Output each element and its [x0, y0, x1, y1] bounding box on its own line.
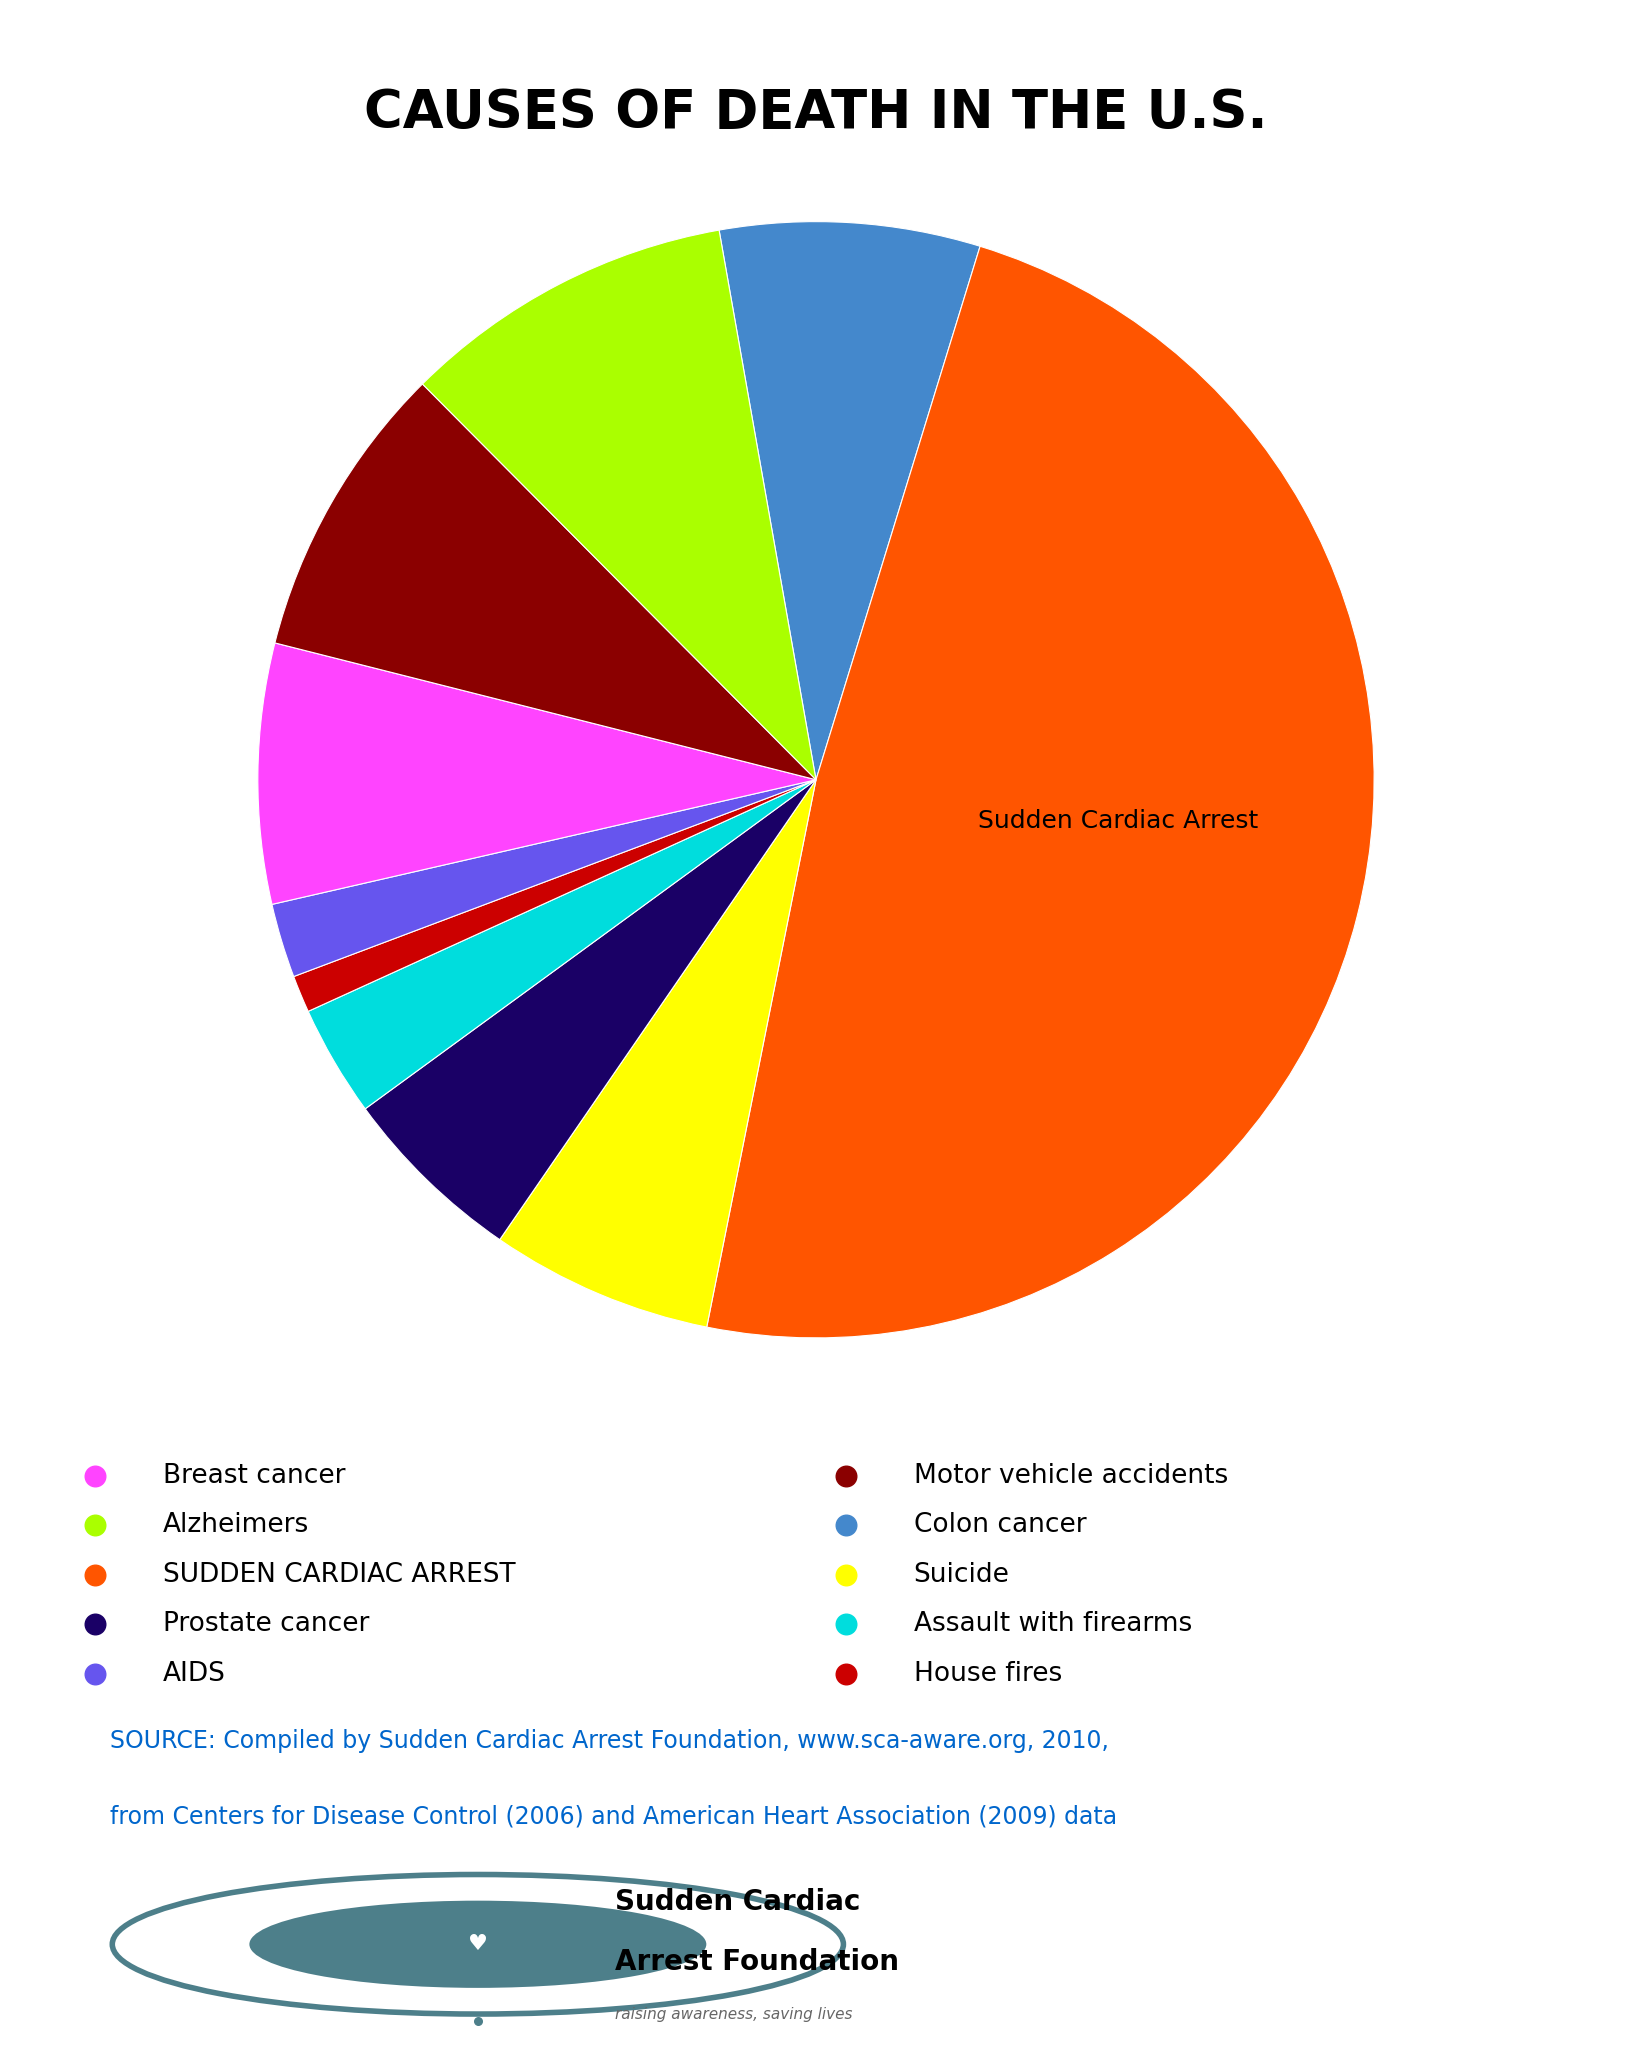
Text: Motor vehicle accidents: Motor vehicle accidents	[914, 1463, 1227, 1490]
Wedge shape	[273, 780, 816, 977]
Text: House fires: House fires	[914, 1660, 1062, 1687]
Text: Breast cancer: Breast cancer	[163, 1463, 346, 1490]
Wedge shape	[707, 246, 1374, 1338]
Text: SUDDEN CARDIAC ARREST: SUDDEN CARDIAC ARREST	[163, 1562, 516, 1588]
Wedge shape	[274, 384, 816, 780]
Wedge shape	[308, 780, 816, 1108]
Circle shape	[250, 1900, 707, 1988]
Wedge shape	[423, 230, 816, 780]
Wedge shape	[258, 642, 816, 905]
Wedge shape	[366, 780, 816, 1239]
Point	[465, 2005, 491, 2038]
Point	[1075, 35, 1102, 68]
Text: Arrest Foundation: Arrest Foundation	[615, 1947, 899, 1976]
Text: Assault with firearms: Assault with firearms	[914, 1611, 1191, 1637]
Point	[1075, 936, 1102, 969]
Wedge shape	[499, 780, 816, 1328]
Text: raising awareness, saving lives: raising awareness, saving lives	[615, 2007, 852, 2021]
Text: Sudden Cardiac: Sudden Cardiac	[615, 1888, 860, 1917]
Point	[1075, 1387, 1102, 1420]
Text: SOURCE: Compiled by Sudden Cardiac Arrest Foundation, www.sca-aware.org, 2010,: SOURCE: Compiled by Sudden Cardiac Arres…	[111, 1730, 1110, 1752]
Wedge shape	[294, 780, 816, 1012]
Text: ♥: ♥	[468, 1935, 488, 1954]
Text: Sudden Cardiac Arrest: Sudden Cardiac Arrest	[978, 808, 1258, 833]
Wedge shape	[720, 222, 981, 780]
Text: Alzheimers: Alzheimers	[163, 1512, 308, 1539]
Text: AIDS: AIDS	[163, 1660, 225, 1687]
Text: Colon cancer: Colon cancer	[914, 1512, 1087, 1539]
Text: from Centers for Disease Control (2006) and American Heart Association (2009) da: from Centers for Disease Control (2006) …	[111, 1804, 1118, 1828]
Text: Suicide: Suicide	[914, 1562, 1010, 1588]
Text: CAUSES OF DEATH IN THE U.S.: CAUSES OF DEATH IN THE U.S.	[364, 86, 1268, 140]
Point	[1075, 486, 1102, 519]
Text: Prostate cancer: Prostate cancer	[163, 1611, 369, 1637]
